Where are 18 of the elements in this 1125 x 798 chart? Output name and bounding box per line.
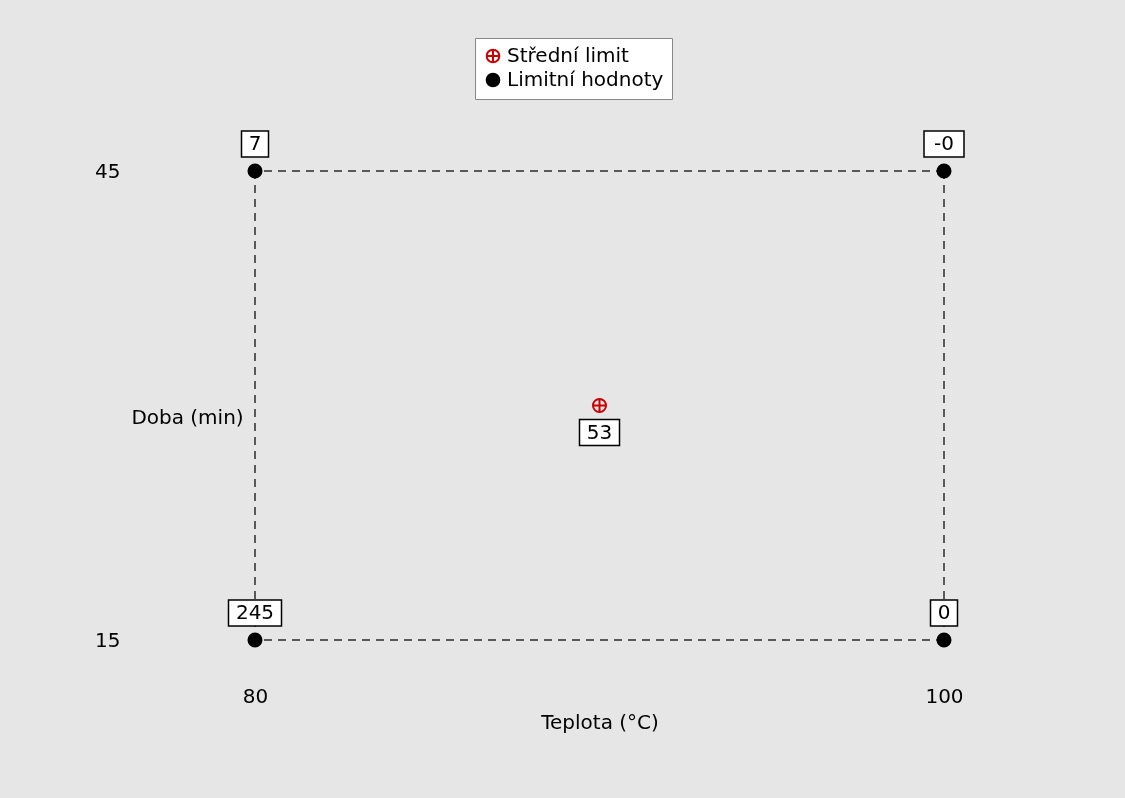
- legend-label: Střední limit: [507, 43, 630, 67]
- annotation: 53: [586, 419, 613, 444]
- annotation: 0: [937, 600, 951, 624]
- y-axis-title: Doba (min): [131, 404, 244, 429]
- annotation: -0: [934, 131, 954, 155]
- point: [591, 397, 608, 414]
- x-axis-title: Teplota (°C): [540, 709, 659, 734]
- point: [247, 163, 263, 179]
- annotation: 245: [235, 600, 275, 624]
- annotation: 7: [248, 131, 262, 155]
- y-tick-label: 15: [95, 627, 121, 652]
- point: [936, 632, 952, 648]
- x-tick-label: 80: [242, 683, 269, 708]
- y-tick-label: 45: [95, 158, 121, 183]
- point: [247, 632, 263, 648]
- x-tick-label: 100: [925, 683, 964, 708]
- point: [936, 163, 952, 179]
- legend-label: Limitní hodnoty: [507, 67, 664, 91]
